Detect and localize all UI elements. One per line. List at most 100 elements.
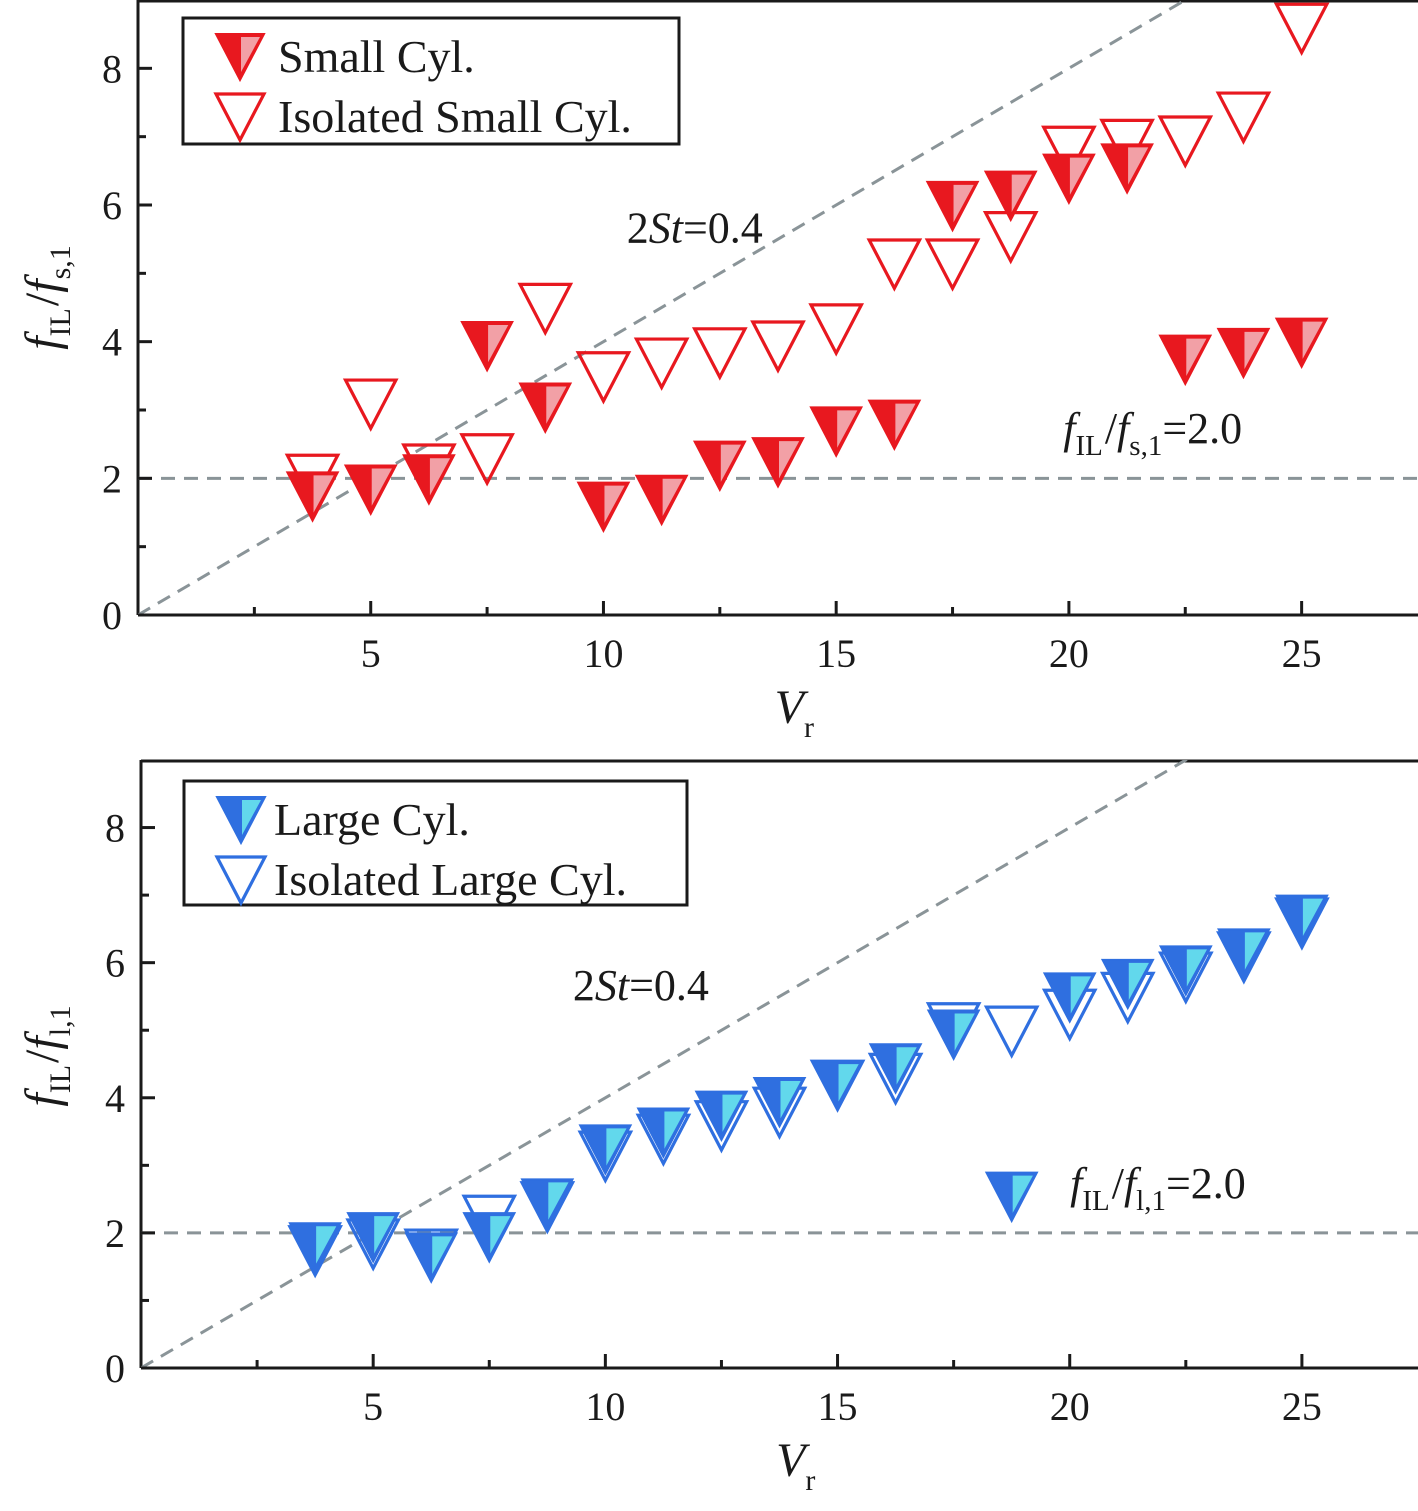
legend-label: Isolated Small Cyl. bbox=[278, 91, 632, 142]
x-axis-label-sub: r bbox=[804, 711, 814, 744]
data-point bbox=[285, 471, 340, 523]
data-point bbox=[459, 433, 515, 487]
y-tick-label: 2 bbox=[105, 1211, 125, 1256]
marker-highlight bbox=[837, 410, 858, 448]
annotation-ratio-val: =2.0 bbox=[1166, 1159, 1246, 1208]
data-point bbox=[751, 437, 805, 489]
data-point bbox=[342, 378, 399, 432]
data-point bbox=[808, 303, 865, 357]
legend-box bbox=[182, 779, 689, 907]
marker-highlight bbox=[720, 444, 742, 482]
x-tick-label: 15 bbox=[816, 631, 856, 676]
marker-highlight bbox=[604, 485, 625, 523]
data-point bbox=[1217, 928, 1271, 980]
data-point bbox=[1215, 91, 1272, 145]
data-point bbox=[402, 454, 456, 506]
marker-highlight bbox=[780, 1081, 801, 1119]
data-point bbox=[694, 1090, 749, 1143]
data-point bbox=[810, 1060, 865, 1112]
marker-highlight bbox=[722, 1094, 743, 1132]
y-axis-label-sub1: IL bbox=[44, 1065, 77, 1093]
x-axis-label-main: V bbox=[775, 681, 809, 734]
annotation-2st: 2St=0.4 bbox=[627, 204, 763, 253]
marker-highlight bbox=[662, 478, 683, 517]
data-point bbox=[809, 406, 864, 458]
data-point bbox=[1158, 334, 1213, 387]
marker-highlight bbox=[896, 1047, 917, 1085]
marker-highlight bbox=[374, 1216, 395, 1254]
data-point bbox=[517, 282, 574, 337]
data-point bbox=[1042, 972, 1097, 1024]
marker-highlight bbox=[490, 1216, 511, 1254]
marker-highlight bbox=[1302, 321, 1323, 359]
y-tick-label: 0 bbox=[102, 593, 122, 638]
annotation-ratio: fIL/fl,1=2.0 bbox=[1070, 1159, 1246, 1217]
y-tick-label: 0 bbox=[105, 1346, 125, 1391]
data-point bbox=[866, 238, 923, 292]
annotation-ratio-sep: / bbox=[1112, 1159, 1125, 1208]
marker-highlight bbox=[313, 475, 334, 513]
y-axis-label-sub2: s,1 bbox=[44, 245, 77, 279]
annotation-ratio: fIL/fs,1=2.0 bbox=[1063, 404, 1242, 462]
marker-highlight bbox=[1128, 962, 1149, 1001]
legend-label: Small Cyl. bbox=[278, 31, 475, 82]
series-filled bbox=[288, 894, 1329, 1284]
marker-highlight bbox=[1012, 1175, 1033, 1213]
data-point bbox=[983, 1005, 1040, 1059]
y-axis-label-sep: / bbox=[16, 292, 69, 306]
marker-highlight bbox=[488, 324, 509, 363]
data-point bbox=[1158, 945, 1213, 997]
reference-line-2st bbox=[138, 0, 1189, 615]
data-point bbox=[288, 1222, 342, 1274]
annotation-2st: 2St=0.4 bbox=[573, 961, 709, 1010]
marker-highlight bbox=[1186, 338, 1207, 376]
legend-label: Large Cyl. bbox=[274, 794, 470, 845]
y-tick-label: 2 bbox=[102, 456, 122, 501]
y-tick-label: 4 bbox=[105, 1076, 125, 1121]
y-tick-label: 8 bbox=[105, 806, 125, 851]
marker-highlight bbox=[548, 1182, 569, 1220]
marker-highlight bbox=[1244, 331, 1265, 370]
y-axis-label: fIL/fs,1 bbox=[16, 245, 77, 350]
x-tick-label: 25 bbox=[1282, 631, 1322, 676]
y-axis-label-sub2: l,1 bbox=[44, 1005, 77, 1036]
y-tick-label: 4 bbox=[102, 320, 122, 365]
data-point bbox=[868, 1043, 923, 1095]
data-point bbox=[633, 337, 690, 391]
legend: Large Cyl. Isolated Large Cyl. bbox=[182, 779, 689, 907]
data-point bbox=[983, 170, 1038, 223]
annotation-ratio-sub1: IL bbox=[1075, 430, 1102, 462]
marker-highlight bbox=[1069, 157, 1091, 195]
data-point bbox=[460, 320, 514, 373]
annotation-2st-st: St bbox=[649, 204, 685, 253]
legend-box bbox=[181, 16, 681, 146]
x-axis-label: Vr bbox=[775, 681, 814, 744]
y-axis-label-sep: / bbox=[16, 1049, 69, 1063]
data-point bbox=[752, 1077, 807, 1129]
data-point bbox=[636, 1107, 691, 1159]
marker-highlight bbox=[371, 468, 392, 506]
data-point bbox=[634, 474, 689, 527]
marker-highlight bbox=[1070, 976, 1091, 1014]
legend-marker bbox=[214, 855, 268, 907]
marker-highlight bbox=[316, 1226, 337, 1264]
x-axis-label-main: V bbox=[776, 1434, 810, 1487]
marker-highlight bbox=[242, 800, 261, 835]
x-tick-label: 5 bbox=[363, 1384, 383, 1429]
data-point bbox=[1274, 317, 1329, 370]
marker-highlight bbox=[429, 458, 451, 496]
annotation-2st-num: 2 bbox=[627, 204, 649, 253]
reference-line-2st bbox=[141, 760, 1189, 1368]
data-point bbox=[576, 481, 631, 534]
data-point bbox=[925, 180, 980, 233]
legend-marker bbox=[215, 796, 267, 846]
data-point bbox=[578, 1124, 633, 1176]
x-tick-label: 25 bbox=[1282, 1384, 1322, 1429]
data-point bbox=[1157, 115, 1214, 169]
y-tick-label: 6 bbox=[105, 941, 125, 986]
x-axis-label-sub: r bbox=[805, 1464, 815, 1497]
x-tick-label: 15 bbox=[818, 1384, 858, 1429]
data-point bbox=[346, 1212, 401, 1264]
